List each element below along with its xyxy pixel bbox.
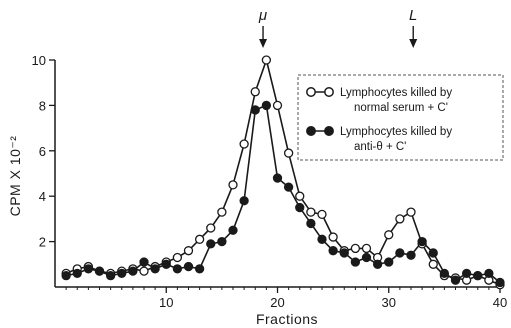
data-point-normal-serum xyxy=(428,259,438,269)
series-line-normal-serum xyxy=(65,59,501,286)
data-point-anti-theta xyxy=(183,261,194,272)
data-point-normal-serum xyxy=(406,207,416,217)
data-point-normal-serum xyxy=(295,191,305,201)
axis-ticks: 2 4 6 8 10 10 20 30 40 xyxy=(32,53,508,310)
y-tick-label: 6 xyxy=(39,144,46,159)
y-tick-label: 2 xyxy=(39,235,46,250)
data-point-anti-theta xyxy=(283,182,294,192)
data-point-anti-theta xyxy=(450,275,461,285)
data-point-anti-theta xyxy=(417,236,427,247)
data-point-anti-theta xyxy=(194,264,205,274)
data-point-anti-theta xyxy=(261,100,272,111)
data-point-anti-theta xyxy=(306,218,316,229)
data-point-anti-theta xyxy=(94,266,105,276)
data-point-anti-theta xyxy=(395,248,405,258)
legend-entry-2-line2: anti-θ + C' xyxy=(354,141,406,153)
data-point-anti-theta xyxy=(339,248,349,258)
y-tick-label: 10 xyxy=(32,53,46,68)
data-point-anti-theta xyxy=(473,270,483,281)
legend-marker-filled-2 xyxy=(324,126,334,136)
data-point-normal-serum xyxy=(228,180,238,190)
y-axis-title: CPM X 10⁻² xyxy=(7,136,23,217)
data-point-anti-theta xyxy=(250,105,260,115)
data-point-anti-theta xyxy=(228,225,238,235)
y-tick-label: 4 xyxy=(39,189,46,204)
data-point-normal-serum xyxy=(395,214,405,224)
legend-marker-open-2 xyxy=(324,87,334,97)
x-tick-label: 30 xyxy=(382,295,396,310)
data-point-normal-serum xyxy=(350,243,361,254)
legend: Lymphocytes killed by normal serum + C' … xyxy=(297,74,504,161)
data-point-anti-theta xyxy=(295,202,305,213)
peak-marker-arrow-head xyxy=(259,39,268,48)
data-point-normal-serum xyxy=(283,148,294,158)
legend-marker-open xyxy=(306,87,316,97)
data-point-anti-theta xyxy=(406,250,416,260)
data-point-anti-theta xyxy=(439,268,450,279)
data-point-normal-serum xyxy=(206,223,216,233)
data-point-anti-theta xyxy=(350,257,361,267)
series-layer xyxy=(61,55,505,290)
data-point-normal-serum xyxy=(139,266,149,276)
data-point-anti-theta xyxy=(317,234,327,244)
data-point-anti-theta xyxy=(328,246,338,256)
data-point-anti-theta xyxy=(484,268,494,279)
legend-entry-1-line1: Lymphocytes killed by xyxy=(340,87,452,99)
data-point-anti-theta xyxy=(172,264,183,274)
data-point-normal-serum xyxy=(317,209,327,220)
data-point-anti-theta xyxy=(117,268,127,279)
peak-marker-label: μ xyxy=(258,7,267,24)
data-point-normal-serum xyxy=(172,252,183,263)
data-point-anti-theta xyxy=(384,257,394,267)
x-tick-label: 40 xyxy=(493,295,507,310)
data-point-normal-serum xyxy=(261,55,272,65)
data-point-normal-serum xyxy=(384,230,394,240)
data-point-normal-serum xyxy=(361,243,372,254)
x-axis-title: Fractions xyxy=(256,311,318,327)
legend-entry-2-line1: Lymphocytes killed by xyxy=(340,126,452,138)
legend-marker-filled xyxy=(306,126,316,136)
data-point-anti-theta xyxy=(239,196,249,206)
data-point-anti-theta xyxy=(161,259,171,269)
data-point-normal-serum xyxy=(217,207,227,217)
data-point-normal-serum xyxy=(183,246,194,256)
data-point-anti-theta xyxy=(361,252,372,263)
data-point-normal-serum xyxy=(328,232,338,242)
series-line-anti-theta xyxy=(65,104,501,284)
data-point-anti-theta xyxy=(139,257,149,267)
peak-marker-arrow-head xyxy=(409,39,418,48)
data-point-anti-theta xyxy=(461,268,472,279)
x-tick-label: 20 xyxy=(270,295,284,310)
data-point-normal-serum xyxy=(239,139,249,149)
data-point-normal-serum xyxy=(194,234,205,244)
data-point-anti-theta xyxy=(206,239,216,249)
data-point-anti-theta xyxy=(72,268,82,279)
data-point-anti-theta xyxy=(495,277,505,288)
legend-entry-1-line2: normal serum + C' xyxy=(354,102,448,114)
data-point-anti-theta xyxy=(150,264,160,274)
data-point-anti-theta xyxy=(428,248,438,258)
data-point-normal-serum xyxy=(306,207,316,217)
data-point-anti-theta xyxy=(217,236,227,247)
data-point-anti-theta xyxy=(61,270,71,281)
peak-marker-label: L xyxy=(409,7,417,24)
data-point-normal-serum xyxy=(272,100,283,111)
data-point-anti-theta xyxy=(83,264,94,274)
data-point-normal-serum xyxy=(250,87,260,97)
data-point-anti-theta xyxy=(272,173,283,183)
y-tick-label: 8 xyxy=(39,98,46,113)
x-tick-label: 10 xyxy=(159,295,173,310)
data-point-anti-theta xyxy=(372,259,383,269)
data-point-anti-theta xyxy=(105,270,116,281)
data-point-anti-theta xyxy=(128,266,138,276)
